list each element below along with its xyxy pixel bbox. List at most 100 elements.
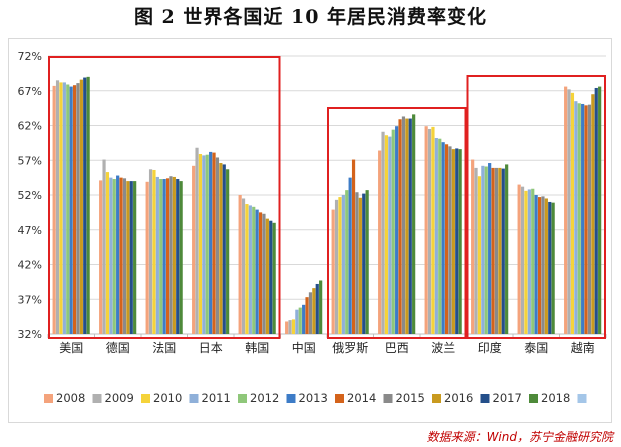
bar (269, 220, 273, 334)
bar (345, 190, 349, 334)
bar (215, 157, 220, 334)
legend-swatch (189, 394, 199, 403)
bar (165, 178, 170, 334)
y-tick-label: 62% (18, 120, 42, 133)
x-tick-label: 俄罗斯 (332, 341, 368, 355)
bar (79, 79, 83, 334)
bar (252, 206, 256, 334)
bar (488, 163, 492, 334)
x-tick-label: 波兰 (431, 341, 455, 355)
bar (162, 179, 166, 334)
legend-label: 2009 (105, 391, 134, 405)
bar (248, 205, 252, 334)
bar (312, 288, 316, 334)
y-tick-label: 37% (18, 293, 42, 306)
plot-frame (8, 38, 612, 423)
bar (209, 151, 213, 334)
bar (133, 181, 137, 334)
bar (474, 167, 478, 334)
legend-label: 2015 (396, 391, 425, 405)
bar (520, 186, 525, 334)
bar (72, 85, 77, 334)
legend-label: 2012 (250, 391, 279, 405)
bar (412, 114, 416, 334)
legend-swatch (286, 394, 296, 403)
bar (152, 169, 156, 334)
bar (434, 138, 438, 334)
highlight-frame (466, 75, 606, 339)
bar (381, 131, 385, 334)
bar (122, 178, 127, 334)
bar (584, 105, 588, 334)
bar (527, 189, 531, 334)
bar (99, 180, 103, 334)
y-tick-label: 52% (18, 189, 42, 202)
bar (126, 181, 130, 334)
bar (205, 154, 209, 334)
bar (438, 138, 442, 334)
bar (109, 177, 113, 335)
legend-label: 2011 (202, 391, 231, 405)
bar (285, 321, 289, 334)
legend-label: 2018 (541, 391, 570, 405)
bar (298, 307, 302, 334)
bar (408, 118, 412, 334)
bar (192, 165, 196, 334)
x-tick-label: 日本 (199, 341, 223, 355)
bar (59, 82, 63, 334)
legend-swatch (44, 394, 53, 403)
bar (302, 304, 306, 334)
bar (129, 181, 133, 334)
legend-swatch (480, 394, 490, 403)
y-tick-label: 57% (18, 154, 42, 167)
bar (351, 159, 356, 334)
bar (238, 195, 242, 334)
bar (212, 152, 216, 334)
bar (305, 297, 309, 334)
bar (295, 309, 299, 334)
chart-title: 图 2 世界各国近 10 年居民消费率变化 (133, 6, 488, 28)
bar (498, 167, 502, 334)
x-tick-label: 中国 (292, 340, 316, 355)
bar (169, 176, 173, 334)
legend-label: 2016 (444, 391, 473, 405)
bar (395, 126, 399, 334)
bar (198, 154, 203, 334)
bar (365, 190, 369, 334)
bar (116, 175, 120, 334)
bar (362, 193, 366, 334)
bar (388, 136, 392, 334)
y-tick-label: 42% (18, 259, 42, 272)
bar (255, 209, 259, 334)
bar (384, 135, 389, 334)
bar (86, 76, 90, 334)
bar (481, 165, 485, 334)
bar (448, 146, 452, 334)
bar (219, 163, 223, 334)
y-tick-label: 32% (18, 328, 42, 341)
legend-label: 2010 (153, 391, 182, 405)
bar (52, 85, 56, 334)
highlight-frame (48, 56, 281, 339)
x-tick-label: 美国 (59, 341, 83, 355)
bar (594, 87, 598, 334)
bar (241, 198, 246, 334)
y-tick-label: 72% (18, 50, 42, 63)
bar (112, 179, 116, 334)
bar (148, 169, 153, 334)
bar (587, 104, 592, 335)
x-tick-label: 法国 (152, 341, 176, 355)
bar (341, 195, 345, 334)
bar (534, 195, 538, 334)
bar (331, 209, 335, 334)
bar (245, 204, 249, 334)
bar (471, 159, 475, 334)
legend-label: 2013 (299, 391, 328, 405)
bar (262, 213, 266, 334)
bar (258, 212, 263, 335)
legend-swatch (335, 394, 344, 403)
bar (315, 283, 319, 334)
bar (202, 155, 206, 334)
bar (155, 176, 159, 334)
